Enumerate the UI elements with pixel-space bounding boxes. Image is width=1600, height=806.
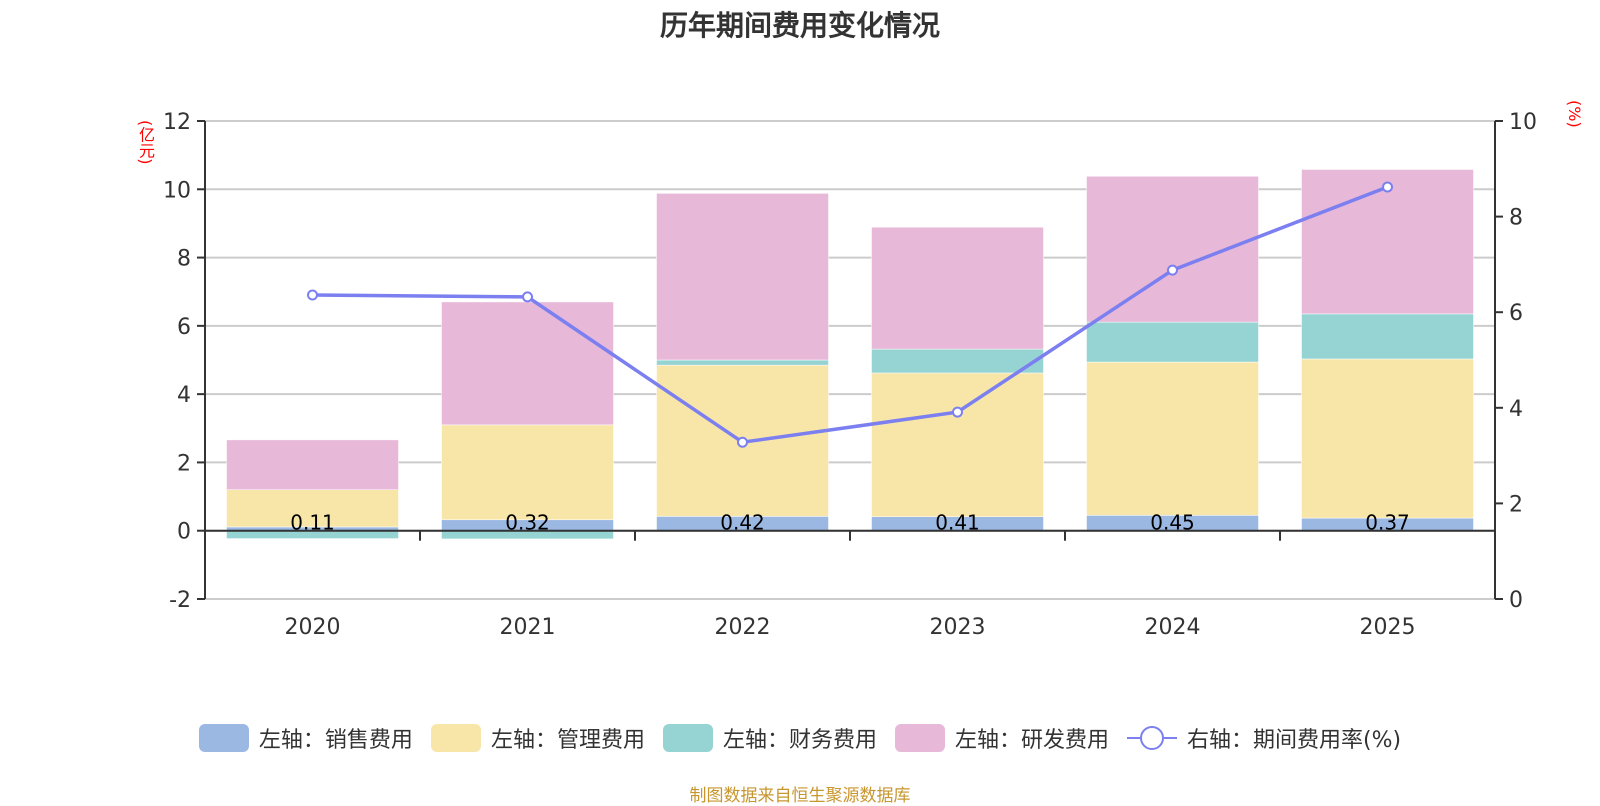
left-axis-tick-label: 12 [163, 110, 191, 135]
legend: 左轴：销售费用 左轴：管理费用 左轴：财务费用 左轴：研发费用 右轴：期间费用率… [0, 722, 1600, 754]
bar-segment [871, 226, 1044, 350]
rate-point [522, 291, 533, 303]
bar-value-label: 0.32 [505, 511, 550, 535]
right-axis-tick-label: 0 [1509, 588, 1523, 613]
x-axis-tick-label: 2025 [1360, 615, 1416, 640]
left-axis-tick-label: -2 [169, 588, 191, 613]
bar-value-label: 0.37 [1365, 511, 1410, 535]
left-axis-unit: (亿元) [136, 120, 155, 165]
bars [226, 169, 1474, 540]
bar-segment [1086, 321, 1259, 363]
bar-segment [656, 359, 829, 366]
data-labels: 0.11 0.32 0.42 0.41 0.45 0.37 [290, 511, 1410, 535]
legend-label-rate: 右轴：期间费用率(%) [1186, 728, 1402, 753]
legend-label-admin: 左轴：管理费用 [490, 728, 645, 753]
bar-value-label: 0.41 [935, 511, 980, 535]
legend-item-sales[interactable]: 左轴：销售费用 [198, 722, 413, 754]
x-axis-tick-label: 2020 [285, 615, 341, 640]
legend-swatch-sales [198, 724, 249, 752]
bar-segment [871, 348, 1044, 374]
rate-point [1382, 181, 1393, 193]
rate-point [1167, 264, 1178, 276]
bar-segment [1086, 361, 1259, 516]
legend-label-finance: 左轴：财务费用 [722, 728, 877, 753]
gridlines [205, 120, 1495, 600]
left-axis-tick-label: 6 [177, 315, 191, 340]
legend-item-rnd[interactable]: 左轴：研发费用 [894, 722, 1109, 754]
right-axis-tick-label: 10 [1509, 110, 1537, 135]
x-axis-tick-label: 2021 [500, 615, 556, 640]
bar-segment [1086, 176, 1259, 323]
bar-segment [441, 424, 614, 521]
legend-item-admin[interactable]: 左轴：管理费用 [430, 722, 645, 754]
legend-label-rnd: 左轴：研发费用 [954, 728, 1109, 753]
rate-point [307, 289, 318, 301]
bar-segment [1301, 313, 1474, 360]
left-axis-tick-label: 8 [177, 247, 191, 272]
source-note: 制图数据来自恒生聚源数据库 [689, 786, 911, 806]
left-axis-tick-label: 0 [177, 520, 191, 545]
rate-line [307, 181, 1393, 448]
bar-segment [1301, 358, 1474, 519]
right-axis-unit: (%) [1565, 100, 1584, 128]
chart-canvas: -2 0 2 4 6 8 10 12 0 2 4 6 8 10 2020 2021 2022 2023 2024 20… [163, 110, 1537, 640]
axes: -2 0 2 4 6 8 10 12 0 2 4 6 8 10 2020 2021 2022 2023 2024 20… [163, 110, 1537, 640]
bar-segment [226, 489, 399, 528]
legend-item-finance[interactable]: 左轴：财务费用 [662, 722, 877, 754]
legend-swatch-rnd [894, 724, 945, 752]
legend-line-marker-icon [1126, 724, 1177, 752]
bar-value-label: 0.45 [1150, 511, 1195, 535]
bar-segment [226, 439, 399, 490]
legend-swatch-admin [430, 724, 481, 752]
left-axis-tick-label: 10 [163, 178, 191, 203]
legend-item-rate[interactable]: 右轴：期间费用率(%) [1126, 722, 1402, 754]
right-axis-tick-label: 8 [1509, 206, 1523, 231]
rate-line-path [312, 185, 1389, 445]
bar-segment [656, 193, 829, 361]
x-axis-tick-label: 2024 [1145, 615, 1201, 640]
right-axis-tick-label: 2 [1509, 492, 1523, 517]
rate-point [952, 406, 963, 418]
bar-segment [871, 372, 1044, 517]
bar-value-label: 0.42 [720, 511, 765, 535]
x-axis-tick-label: 2022 [715, 615, 771, 640]
rate-point [737, 436, 748, 448]
right-axis-tick-label: 6 [1509, 301, 1523, 326]
x-axis-tick-label: 2023 [930, 615, 986, 640]
legend-swatch-finance [662, 724, 713, 752]
bar-value-label: 0.11 [290, 511, 335, 535]
legend-label-sales: 左轴：销售费用 [258, 728, 413, 753]
bar-segment [1301, 169, 1474, 315]
right-axis-tick-label: 4 [1509, 397, 1523, 422]
left-axis-tick-label: 2 [177, 451, 191, 476]
bar-segment [441, 301, 614, 426]
chart-title: 历年期间费用变化情况 [659, 9, 940, 42]
left-axis-tick-label: 4 [177, 383, 191, 408]
